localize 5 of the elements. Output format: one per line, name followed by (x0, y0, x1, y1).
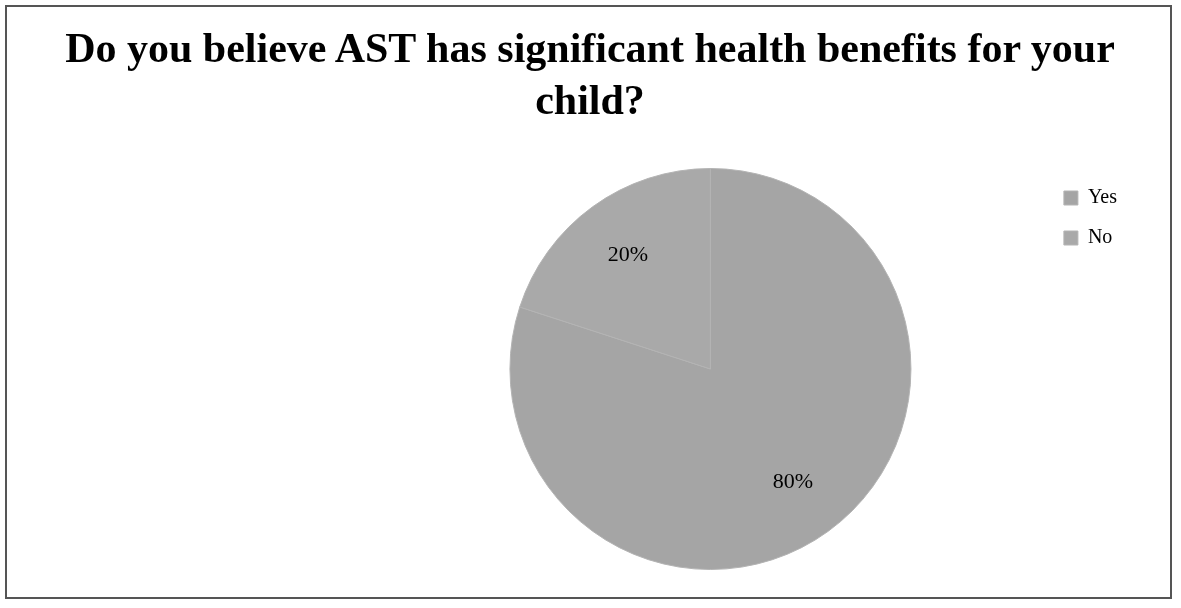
legend-label: Yes (1087, 185, 1118, 208)
data-label: 80% (772, 468, 814, 494)
chart-title: Do you believe AST has significant health benefits for your child? (64, 24, 1116, 125)
data-label: 20% (607, 241, 649, 267)
legend-label: No (1087, 225, 1113, 248)
